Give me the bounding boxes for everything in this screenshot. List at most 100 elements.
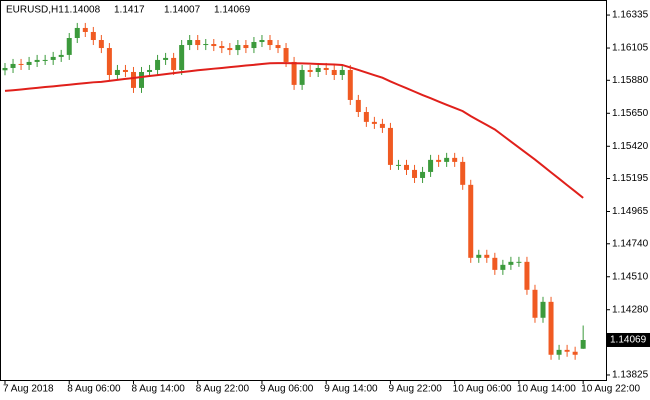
candle-body [307,69,313,72]
candle-body [404,164,409,170]
candle-body [155,59,161,70]
candle-body [18,63,24,65]
candle-body [130,71,136,88]
candle-body [436,159,442,162]
y-tick-label: 1.15650 [612,108,649,119]
candle-body [508,261,514,265]
y-tick-label: 1.14280 [612,304,649,315]
candle-body [420,171,426,178]
y-tick-label: 1.13825 [612,370,649,381]
candle-body [26,61,32,65]
x-tick-label: 8 Aug 22:00 [196,384,250,395]
y-tick-label: 1.14510 [612,271,649,282]
x-tick-label: 10 Aug 06:00 [453,384,512,395]
y-tick-label: 1.14965 [612,206,649,217]
candle-body [171,57,177,70]
candle-body [98,40,104,49]
x-tick-label: 8 Aug 14:00 [131,384,185,395]
candle-body [219,46,225,49]
x-tick-label: 9 Aug 06:00 [260,384,314,395]
candle-body [122,69,128,72]
header-open: 1.14008 [64,5,101,16]
candle-body [331,69,337,75]
candle-body [540,301,546,318]
candle-body [50,56,56,60]
header-low: 1.14007 [164,5,201,16]
candle-body [412,169,418,178]
header-close: 1.14069 [214,5,251,16]
candle-body [74,27,80,38]
candle-body [371,121,377,124]
current-price-label: 1.14069 [610,335,647,346]
chart-title: EURUSD,H1 [6,5,64,16]
candle-body [476,254,482,258]
candle-body [106,48,112,75]
candle-body [315,67,321,72]
candle-body [492,257,498,270]
candle-body [211,44,217,47]
candle-body [203,44,209,46]
candle-body [251,42,257,49]
candle-body [395,164,401,166]
candle-body [572,351,578,355]
x-tick-label: 7 Aug 2018 [3,384,54,395]
candle-body [428,159,434,172]
candle-body [187,40,193,46]
candle-body [267,40,273,46]
candle-body [243,45,249,49]
candle-body [58,54,64,57]
moving-average-line [4,62,584,199]
candle-body [66,38,72,55]
candle-body [387,127,393,165]
candle-body [34,59,40,62]
candle-body [283,48,289,62]
candle-body [347,69,353,100]
candle-body [363,111,369,122]
candle-body [323,67,329,70]
y-tick-label: 1.15880 [612,75,649,86]
candle-body [163,57,169,60]
candle-body [556,349,562,355]
candle-body [90,31,96,41]
y-tick-label: 1.16105 [612,43,649,54]
y-tick-label: 1.16335 [612,10,649,21]
x-tick-label: 10 Aug 14:00 [517,384,576,395]
candle-body [139,71,145,88]
candle-body [2,67,8,71]
y-tick-label: 1.15195 [612,173,649,184]
candle-body [500,264,506,270]
candle-body [355,99,361,112]
candle-body [444,157,450,162]
candle-body [179,45,185,70]
candle-body [548,301,554,355]
y-tick-label: 1.14740 [612,238,649,249]
header-high: 1.1417 [114,5,145,16]
x-tick-label: 10 Aug 22:00 [581,384,640,395]
candle-body [532,289,538,318]
candle-body [299,69,305,85]
candle-body [460,161,466,185]
candle-body [516,261,522,263]
candle-body [259,40,265,43]
candle-body [227,48,233,51]
candle-body [42,59,48,61]
header: EURUSD,H1 1.14008 1.1417 1.14007 1.14069 [6,5,251,16]
candle-body [468,184,474,258]
candle-body [10,63,16,68]
y-tick-label: 1.15420 [612,141,649,152]
x-tick-label: 9 Aug 14:00 [324,384,378,395]
candle-body [580,339,586,349]
candle-body [82,27,88,32]
candle-body [484,254,490,258]
candle-body [114,69,120,75]
candle-body [524,261,530,290]
candle-body [147,69,153,72]
candle-body [564,349,570,352]
plot-frame [0,0,607,381]
candle-body [275,45,281,49]
current-price-box [606,332,650,347]
x-tick-label: 8 Aug 06:00 [67,384,121,395]
candle-body [235,45,241,51]
